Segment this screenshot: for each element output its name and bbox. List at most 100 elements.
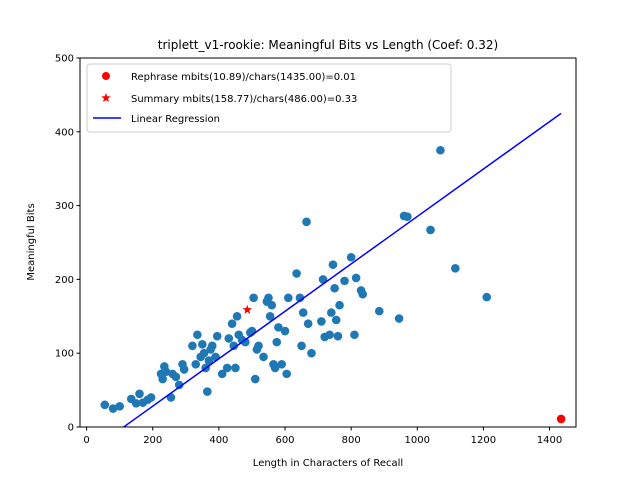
x-tick-label: 200	[143, 435, 162, 446]
data-point	[224, 334, 234, 343]
data-point	[346, 252, 356, 262]
data-point	[436, 145, 445, 155]
data-point	[284, 293, 293, 303]
data-point	[394, 314, 404, 323]
data-marks	[100, 112, 566, 427]
data-point	[277, 359, 287, 369]
x-tick-label: 1000	[405, 435, 430, 446]
data-point	[108, 404, 118, 413]
data-point	[451, 264, 460, 273]
data-point	[188, 341, 197, 351]
data-point	[259, 352, 268, 362]
y-tick-label: 0	[68, 423, 74, 434]
data-point	[403, 212, 412, 221]
data-point	[267, 300, 277, 310]
data-point	[264, 293, 273, 303]
legend-regression-label: Linear Regression	[131, 114, 220, 125]
legend-box	[86, 63, 452, 133]
data-point	[207, 341, 217, 351]
data-point	[335, 300, 344, 310]
y-tick-label: 400	[55, 127, 74, 138]
data-point	[426, 225, 435, 235]
plot-area: 0 200 400 600 800 1000 1200 1400 0 100 200 300 400 5…	[55, 54, 577, 446]
data-point	[191, 359, 201, 369]
data-point	[298, 308, 308, 317]
data-point	[297, 341, 306, 351]
data-point	[217, 369, 227, 379]
data-point	[250, 374, 260, 384]
data-point	[254, 341, 263, 351]
data-point	[131, 399, 141, 408]
x-tick-label: 400	[209, 435, 228, 446]
legend-summary-marker	[101, 93, 111, 103]
data-point	[330, 283, 339, 293]
legend-summary-label: Summary mbits(158.77)/chars(486.00)=0.33	[131, 94, 357, 105]
data-point	[249, 293, 258, 303]
data-point	[350, 330, 359, 340]
x-tick-label: 0	[83, 435, 89, 446]
data-point	[292, 269, 301, 278]
data-point	[232, 312, 242, 321]
data-point	[193, 330, 202, 340]
data-point	[247, 326, 257, 336]
data-point	[231, 363, 240, 373]
data-point	[280, 326, 290, 336]
data-point	[174, 380, 184, 390]
x-axis: 0 200 400 600 800 1000 1200 1400	[83, 427, 562, 446]
data-point	[327, 308, 336, 317]
data-point	[161, 367, 171, 376]
data-point	[199, 348, 209, 358]
data-point	[270, 363, 280, 373]
data-point	[374, 306, 384, 316]
data-point	[317, 317, 326, 326]
data-point	[171, 372, 181, 382]
chart-title: triplett_v1-rookie: Meaningful Bits vs L…	[158, 38, 498, 52]
data-point	[203, 387, 212, 396]
data-point	[198, 340, 207, 349]
data-point	[204, 356, 214, 365]
data-point	[146, 393, 156, 402]
data-point	[274, 323, 283, 332]
data-point	[307, 348, 316, 358]
data-point	[340, 276, 349, 286]
regression-line	[122, 112, 562, 427]
y-tick-label: 100	[55, 349, 74, 360]
data-point	[331, 315, 341, 325]
data-point	[358, 289, 368, 299]
data-point	[229, 341, 239, 351]
data-point	[241, 337, 250, 347]
y-tick-label: 200	[55, 275, 74, 286]
summary-point	[242, 304, 253, 314]
legend-rephrase-marker	[102, 72, 110, 80]
data-point	[222, 363, 232, 373]
data-point	[272, 337, 282, 347]
data-point	[265, 312, 275, 321]
rephrase-point	[556, 414, 566, 424]
data-point	[303, 319, 313, 328]
data-point	[328, 260, 338, 269]
data-point	[135, 389, 144, 399]
y-axis: 0 100 200 300 400 500	[55, 54, 80, 434]
x-tick-label: 1400	[537, 435, 562, 446]
y-axis-label: Meaningful Bits	[26, 203, 37, 280]
data-point	[227, 319, 237, 328]
plot-frame	[79, 57, 577, 428]
y-tick-label: 300	[55, 201, 74, 212]
data-point	[211, 352, 220, 362]
data-point	[318, 275, 328, 284]
x-tick-label: 600	[275, 435, 294, 446]
data-point	[212, 331, 222, 341]
data-point	[482, 292, 492, 302]
x-tick-label: 800	[342, 435, 361, 446]
legend: Rephrase mbits(10.89)/chars(1435.00)=0.0…	[86, 63, 452, 133]
data-point	[158, 374, 167, 384]
legend-rephrase-label: Rephrase mbits(10.89)/chars(1435.00)=0.0…	[131, 72, 356, 83]
data-point	[115, 402, 124, 411]
data-point	[325, 330, 334, 340]
y-tick-label: 500	[55, 54, 74, 65]
data-point	[302, 217, 311, 227]
data-point	[351, 273, 361, 283]
data-point	[333, 331, 343, 341]
x-axis-label: Length in Characters of Recall	[253, 458, 403, 469]
